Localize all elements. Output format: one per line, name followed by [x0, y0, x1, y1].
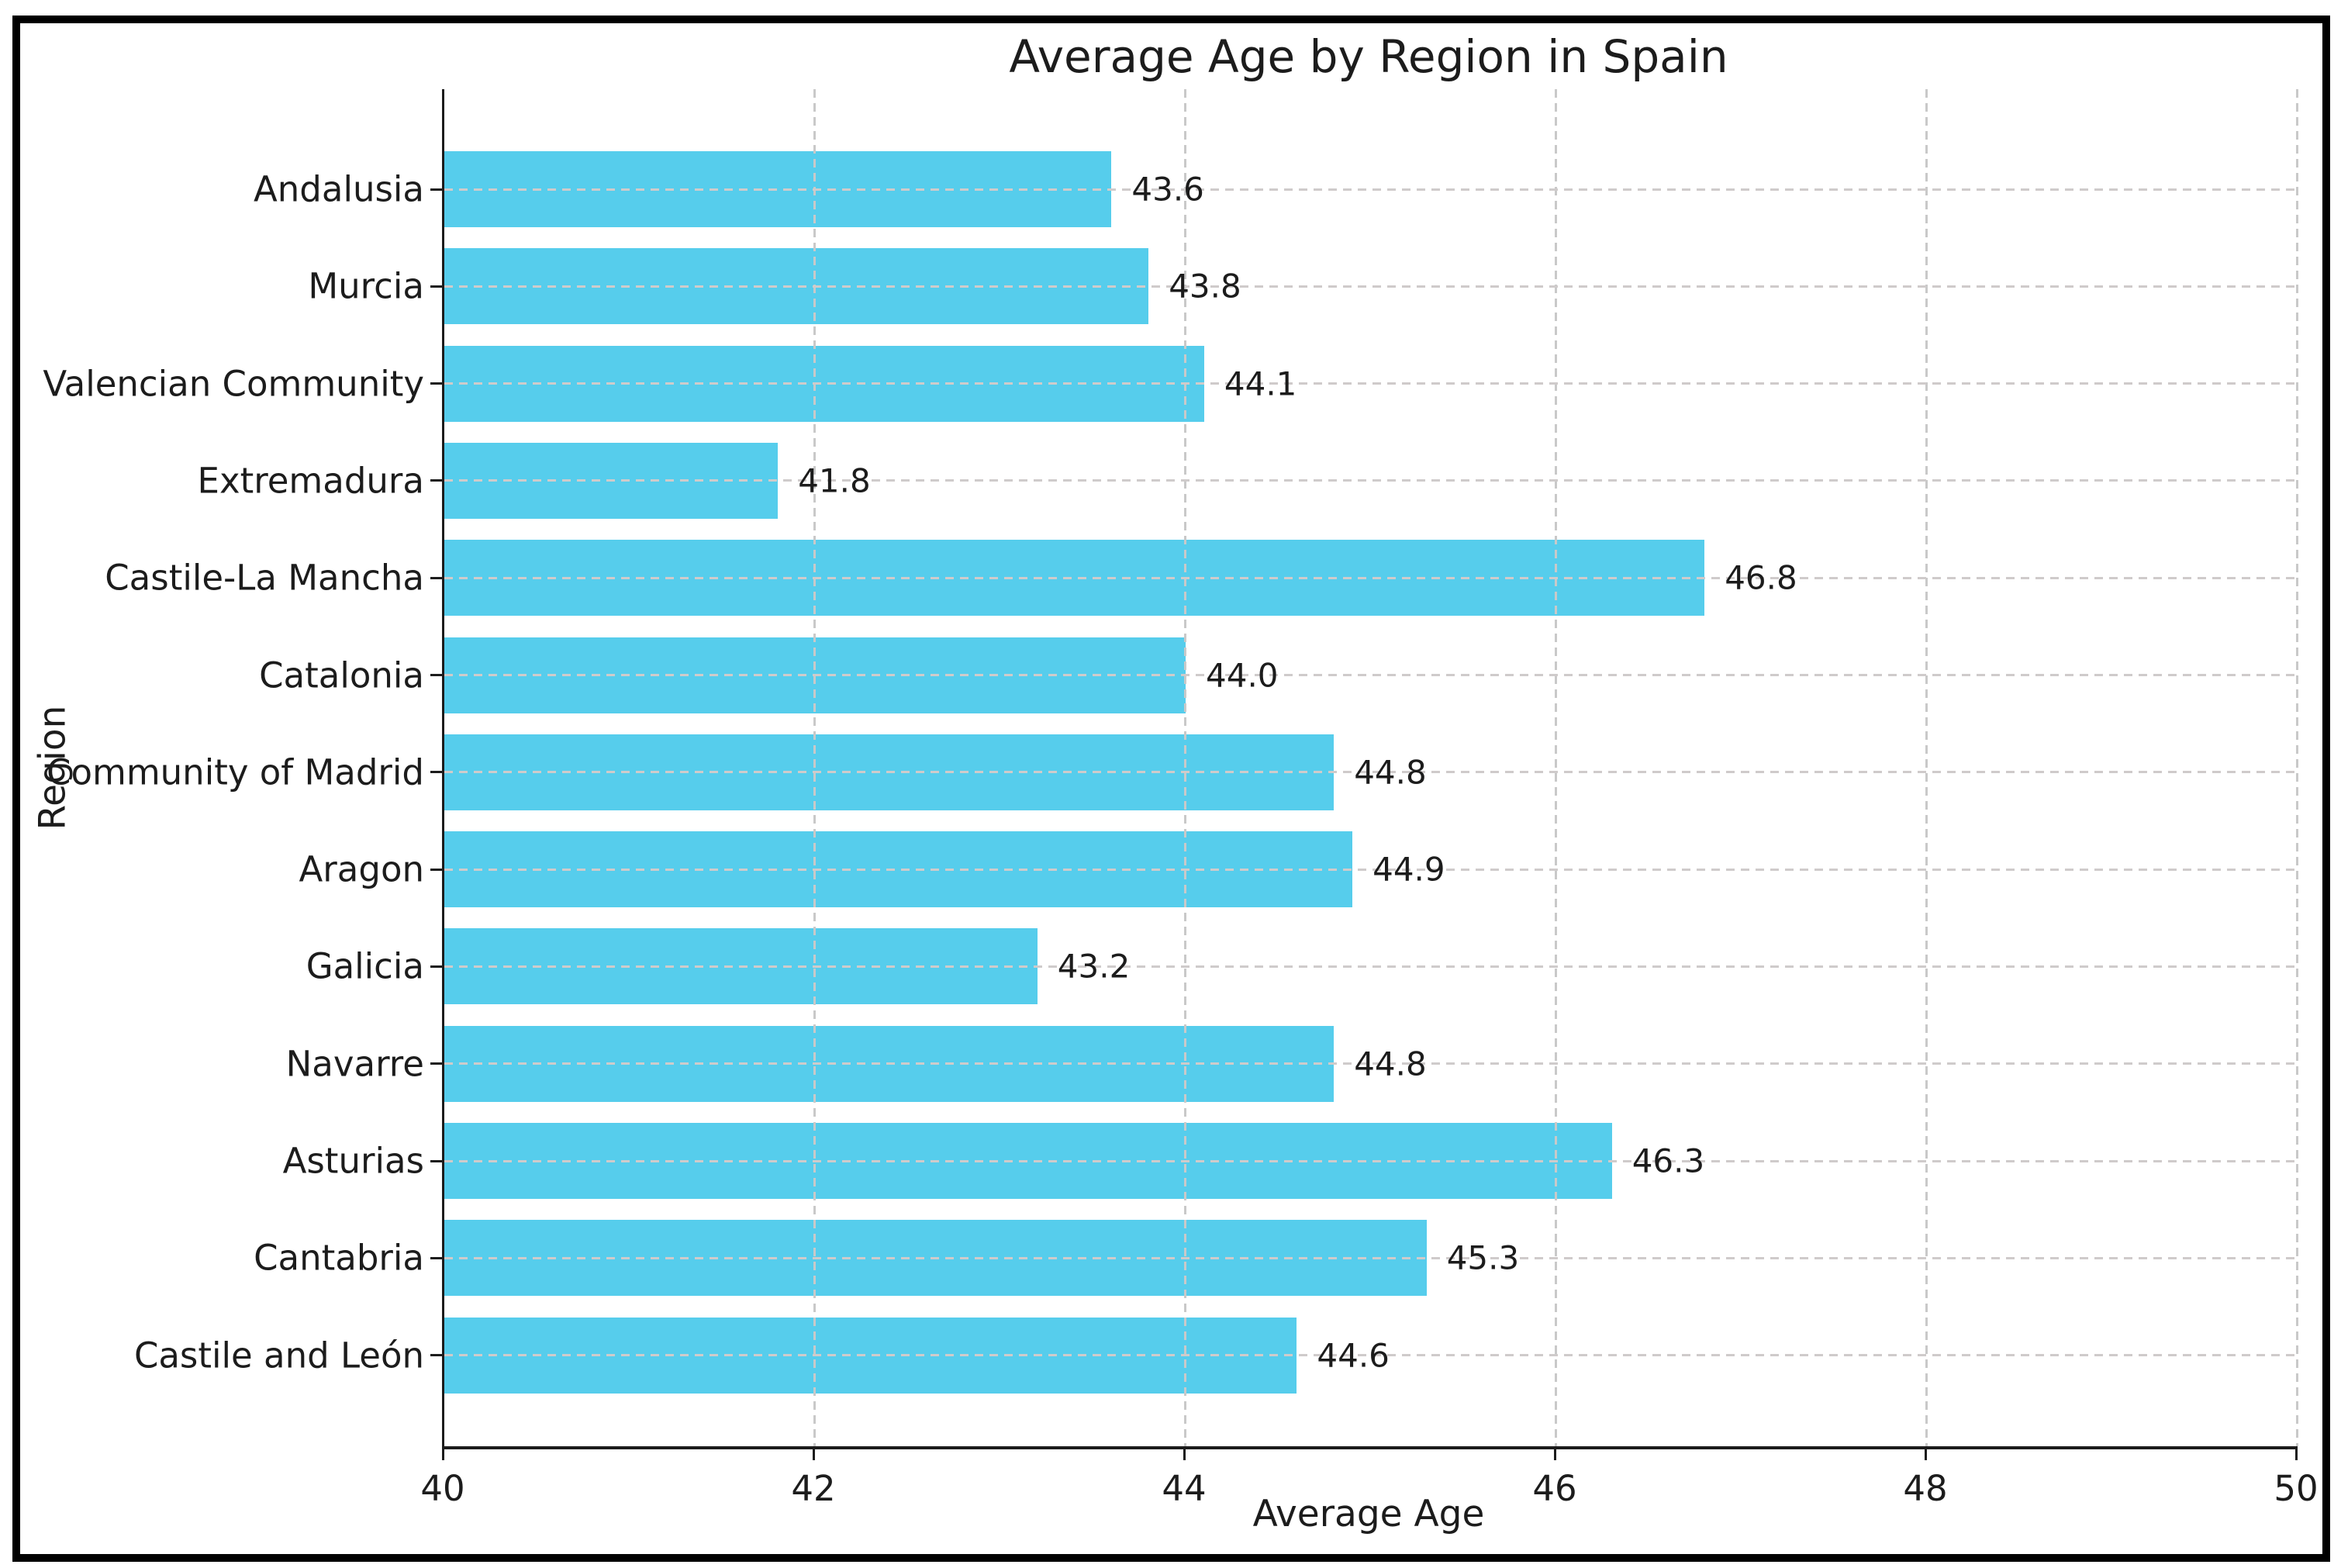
grid-line-h [444, 771, 2298, 774]
plot-area: Andalusia 43.6 Murcia 43.8 Valencian Communi… [43, 89, 2298, 1449]
x-tick [1554, 1449, 1556, 1460]
category-tick-label: Castile and León [133, 1335, 424, 1376]
grid-line-h [444, 1159, 2298, 1162]
y-tick [430, 771, 442, 774]
grid-line-h [444, 1256, 2298, 1259]
category-tick-label: Valencian Community [43, 363, 424, 405]
category-tick-label: Community of Madrid [47, 751, 424, 793]
bar-value-label: 43.6 [1131, 170, 1204, 209]
y-tick [430, 965, 442, 968]
category-tick-label: Murcia [308, 265, 424, 307]
category-tick-label: Aragon [299, 848, 424, 890]
x-tick-label: 50 [2274, 1468, 2319, 1509]
bar-value-label: 44.0 [1206, 656, 1279, 694]
grid-line-v [1555, 89, 1557, 1446]
category-tick-label: Galicia [306, 945, 424, 987]
category-tick-label: Navarre [285, 1043, 424, 1085]
x-tick-label: 42 [791, 1468, 836, 1509]
grid-line-h [444, 1354, 2298, 1357]
x-tick [1925, 1449, 1927, 1460]
x-tick-label: 44 [1162, 1468, 1207, 1509]
y-tick [430, 674, 442, 676]
grid-line-h [444, 285, 2298, 288]
x-tick [2295, 1449, 2298, 1460]
grid-line-h [444, 188, 2298, 191]
grid-line-h [444, 576, 2298, 579]
x-tick [813, 1449, 815, 1460]
y-tick [430, 1062, 442, 1065]
bar-value-label: 46.8 [1725, 558, 1797, 597]
x-tick [442, 1449, 444, 1460]
bar-value-label: 44.9 [1372, 850, 1445, 889]
y-tick [430, 1159, 442, 1162]
grid-line-h [444, 868, 2298, 871]
x-tick-label: 48 [1903, 1468, 1948, 1509]
bar-value-label: 44.6 [1317, 1336, 1390, 1375]
grid-line-v [2296, 89, 2298, 1446]
x-tick-label: 40 [420, 1468, 465, 1509]
grid-line-v [1925, 89, 1928, 1446]
x-tick-label: 46 [1532, 1468, 1577, 1509]
grid-line-h [444, 1062, 2298, 1065]
category-tick-label: Catalonia [259, 654, 424, 696]
grid-line-v [813, 89, 816, 1446]
y-tick [430, 1256, 442, 1259]
bar-value-label: 46.3 [1631, 1141, 1705, 1180]
category-tick-label: Andalusia [254, 168, 424, 210]
grid-line-h [444, 965, 2298, 968]
bar-value-label: 43.8 [1169, 267, 1241, 306]
category-tick-label: Castile-La Mancha [105, 557, 424, 599]
y-tick [430, 1354, 442, 1357]
grid-line-v [1184, 89, 1186, 1446]
category-tick-label: Cantabria [254, 1237, 424, 1279]
bar-value-label: 41.8 [798, 461, 871, 500]
x-axis-label: Average Age [1252, 1493, 1485, 1535]
grid-line-h [444, 674, 2298, 676]
y-tick [430, 188, 442, 191]
category-tick-label: Extremadura [197, 460, 424, 502]
bar-value-label: 44.8 [1354, 1045, 1427, 1083]
bar-value-label: 44.1 [1224, 364, 1297, 403]
grid-line-h [444, 479, 2298, 482]
x-tick [1183, 1449, 1186, 1460]
bar-value-label: 45.3 [1446, 1238, 1520, 1277]
y-tick [430, 576, 442, 579]
chart-title: Average Age by Region in Spain [1009, 30, 1728, 83]
category-tick-label: Asturias [282, 1140, 424, 1182]
y-tick [430, 382, 442, 385]
y-tick [430, 868, 442, 871]
y-tick [430, 479, 442, 482]
bar-value-label: 44.8 [1354, 753, 1427, 792]
grid-line-h [444, 382, 2298, 385]
bar-value-label: 43.2 [1057, 947, 1131, 986]
y-tick [430, 285, 442, 288]
